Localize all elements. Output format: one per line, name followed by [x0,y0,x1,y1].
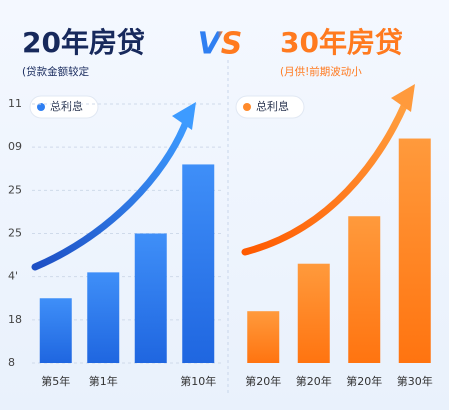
arrow-head [172,102,196,130]
y-tick-label: 4' [8,270,18,283]
trend-arrow [241,100,409,256]
x-tick-label: 第5年 [41,374,70,388]
y-tick-label: 25 [8,183,22,196]
chart-subtitle: (月供!前期波动小 [280,65,362,78]
x-tick-label: 第20年 [296,374,332,388]
y-tick-label: 09 [8,140,22,153]
y-tick-label: 11 [8,97,22,110]
vs: VS [198,27,243,62]
bar [39,298,72,363]
chart-title: 30年房贷 [280,26,403,59]
chart-subtitle: (贷款金额较定 [22,65,90,78]
y-tick-label: 18 [8,313,22,326]
bar [297,263,330,363]
bar [87,272,120,363]
legend-dot [243,103,251,111]
bar [247,311,280,363]
y-tick-label: 8 [8,356,15,369]
y-tick-label: 25 [8,227,22,240]
x-tick-label: 第1年 [89,374,118,388]
chart-title: 20年房贷 [22,26,145,59]
bar [182,164,215,363]
x-tick-label: 第20年 [245,374,281,388]
legend-pill [29,95,99,119]
legend-dot [37,103,45,111]
legend-pill [235,95,305,119]
x-tick-label: 第10年 [180,374,216,388]
x-tick-label: 第30年 [397,374,433,388]
bar [398,138,431,363]
bar [348,216,381,363]
bar [134,233,167,363]
trend-arrow [31,118,190,271]
arrow-head [391,84,415,112]
legend-label: 总利息 [256,99,289,113]
legend-label: 总利息 [50,99,83,113]
x-tick-label: 第20年 [346,374,382,388]
